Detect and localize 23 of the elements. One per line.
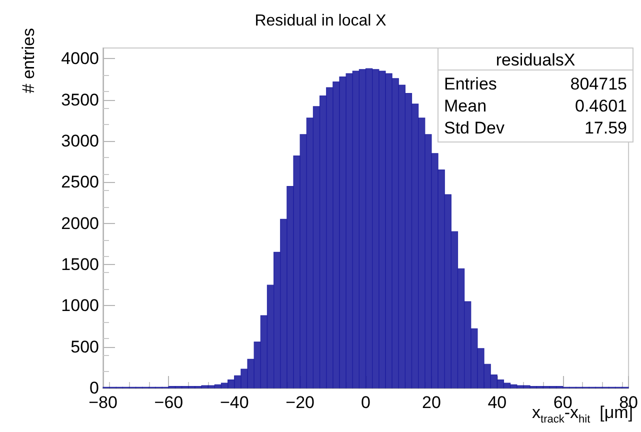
chart-title: Residual in local X	[254, 12, 387, 30]
y-tick-label: 3500	[61, 90, 99, 110]
annotation: Mean	[444, 96, 487, 116]
y-tick-label: 4000	[61, 49, 99, 68]
x-tick-label: −20	[286, 393, 314, 412]
x-tick-label: 20	[422, 393, 441, 412]
y-axis-title: # entries	[19, 28, 38, 94]
annotation: residualsX	[496, 50, 576, 70]
annotation: 17.59	[584, 118, 627, 138]
x-tick-label: 0	[361, 393, 371, 412]
y-tick-label: 1500	[61, 255, 99, 274]
y-tick-label: 2000	[61, 214, 99, 233]
x-tick-label: 40	[488, 393, 507, 412]
annotation: 0.4601	[575, 96, 627, 116]
annotation: Entries	[444, 74, 497, 94]
annotation: Std Dev	[444, 118, 505, 138]
y-tick-label: 500	[70, 337, 99, 356]
x-tick-label: −40	[220, 393, 249, 412]
y-tick-label: 2500	[61, 172, 99, 192]
x-tick-label: −60	[154, 393, 184, 412]
annotation: 804715	[570, 74, 627, 94]
y-tick-label: 3000	[61, 132, 99, 151]
y-tick-label: 1000	[61, 296, 99, 316]
